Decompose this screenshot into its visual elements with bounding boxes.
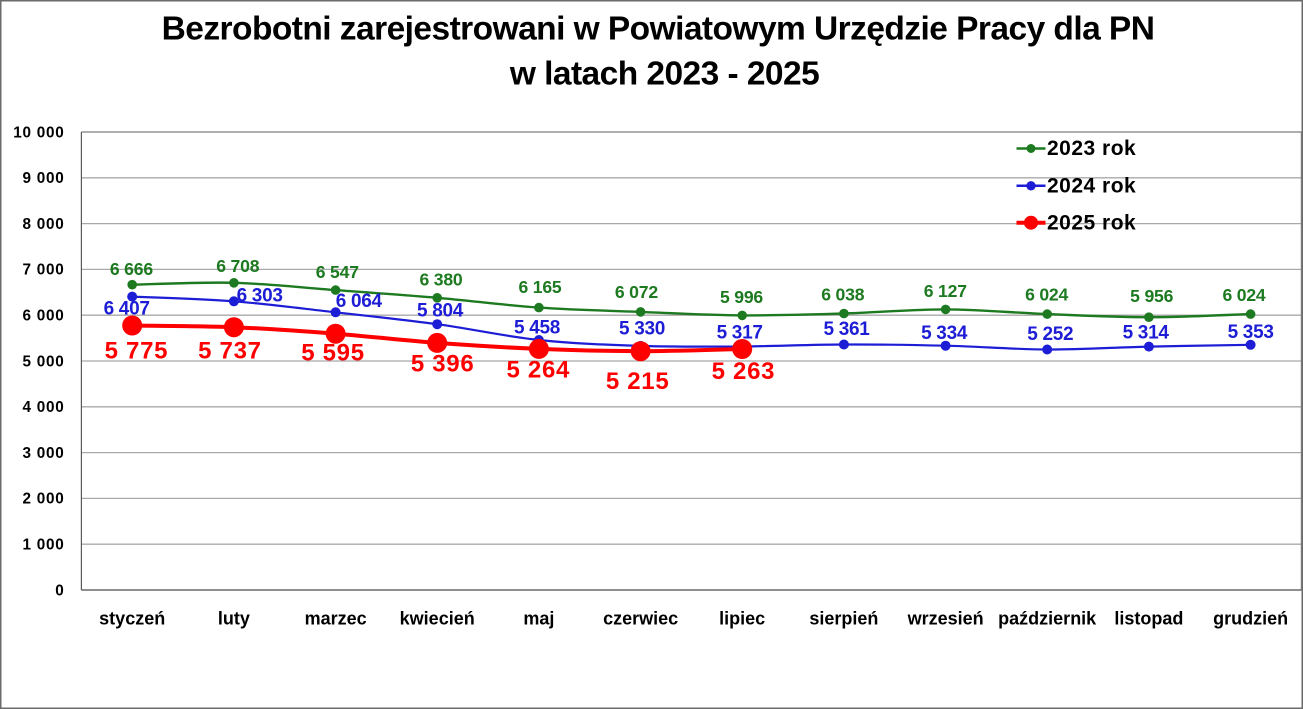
svg-text:4 000: 4 000 [22, 399, 64, 416]
svg-text:6 038: 6 038 [821, 285, 864, 305]
svg-text:kwiecień: kwiecień [400, 609, 475, 629]
svg-text:5 956: 5 956 [1130, 286, 1173, 306]
svg-text:6 547: 6 547 [316, 262, 359, 282]
svg-text:7 000: 7 000 [22, 262, 64, 279]
svg-text:styczeń: styczeń [99, 609, 165, 629]
svg-text:5 334: 5 334 [921, 323, 968, 344]
svg-text:6 165: 6 165 [518, 277, 561, 297]
svg-text:6 072: 6 072 [615, 282, 658, 302]
svg-text:2025 rok: 2025 rok [1047, 211, 1136, 234]
svg-text:6 127: 6 127 [924, 281, 967, 301]
svg-text:sierpień: sierpień [809, 609, 878, 629]
svg-text:9 000: 9 000 [22, 170, 64, 187]
svg-text:luty: luty [218, 609, 250, 629]
svg-text:lipiec: lipiec [719, 609, 765, 629]
svg-text:5 804: 5 804 [417, 300, 464, 321]
svg-text:6 303: 6 303 [237, 286, 283, 307]
svg-text:5 361: 5 361 [823, 319, 870, 340]
svg-text:marzec: marzec [305, 609, 367, 629]
svg-text:1 000: 1 000 [22, 537, 64, 554]
svg-text:5 458: 5 458 [514, 317, 560, 338]
svg-text:5 252: 5 252 [1027, 324, 1073, 345]
svg-text:3 000: 3 000 [22, 445, 64, 462]
svg-text:w latach 2023 - 2025: w latach 2023 - 2025 [509, 56, 819, 93]
svg-text:2024 rok: 2024 rok [1047, 174, 1136, 197]
svg-text:5 737: 5 737 [198, 337, 262, 364]
svg-text:5 000: 5 000 [22, 353, 64, 370]
svg-text:0: 0 [55, 582, 64, 599]
svg-text:czerwiec: czerwiec [603, 609, 678, 629]
svg-text:6 380: 6 380 [419, 270, 462, 290]
svg-text:listopad: listopad [1114, 609, 1183, 629]
svg-text:6 064: 6 064 [336, 291, 383, 312]
svg-text:5 595: 5 595 [301, 340, 365, 367]
svg-text:5 396: 5 396 [411, 350, 475, 377]
svg-text:5 353: 5 353 [1228, 322, 1274, 343]
svg-text:5 264: 5 264 [507, 357, 571, 384]
svg-text:5 330: 5 330 [619, 319, 665, 340]
svg-text:6 000: 6 000 [22, 308, 64, 325]
svg-text:6 024: 6 024 [1222, 285, 1265, 305]
svg-text:5 215: 5 215 [606, 368, 670, 395]
svg-text:5 317: 5 317 [717, 322, 763, 343]
svg-text:maj: maj [523, 609, 554, 629]
svg-text:wrzesień: wrzesień [907, 609, 984, 629]
svg-text:5 314: 5 314 [1123, 323, 1170, 344]
svg-text:5 775: 5 775 [105, 337, 169, 364]
svg-text:5 263: 5 263 [712, 358, 776, 385]
svg-text:8 000: 8 000 [22, 216, 64, 233]
svg-text:5 996: 5 996 [720, 287, 763, 307]
svg-text:grudzień: grudzień [1213, 609, 1288, 629]
svg-text:6 024: 6 024 [1025, 284, 1068, 304]
svg-text:6 666: 6 666 [110, 259, 153, 279]
svg-text:6 407: 6 407 [104, 299, 150, 320]
svg-text:6 708: 6 708 [216, 256, 259, 276]
svg-text:2 000: 2 000 [22, 491, 64, 508]
svg-text:październik: październik [998, 609, 1097, 629]
svg-text:Bezrobotni zarejestrowani w Po: Bezrobotni zarejestrowani w Powiatowym U… [162, 11, 1155, 48]
svg-text:10 000: 10 000 [13, 124, 64, 141]
svg-text:2023 rok: 2023 rok [1047, 137, 1136, 160]
